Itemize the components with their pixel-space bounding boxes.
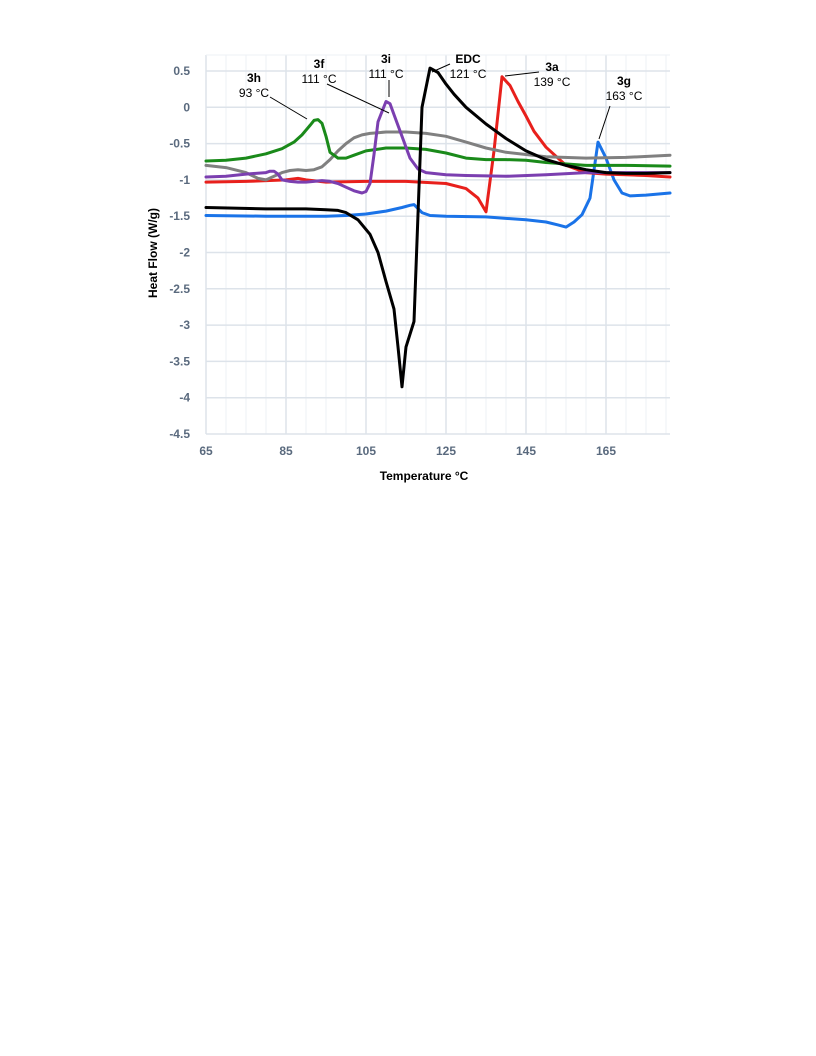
annotation-temp-3f: 111 °C: [301, 72, 336, 86]
y-tick-label: -1: [179, 173, 190, 187]
y-tick-label: -4: [179, 391, 190, 405]
annotation-temp-edc: 121 °C: [450, 67, 487, 81]
y-tick-label: 0: [183, 100, 190, 114]
annotation-name-edc: EDC: [455, 52, 481, 66]
x-tick-label: 125: [436, 444, 456, 458]
y-tick-label: -2: [179, 246, 190, 260]
y-axis-ticks: 0.5 0 -0.5 -1 -1.5 -2 -2.5 -3 -3.5 -4 -4.5: [169, 64, 190, 441]
annotation-temp-3h: 93 °C: [239, 86, 269, 100]
x-tick-label: 165: [596, 444, 616, 458]
y-tick-label: -0.5: [169, 137, 190, 151]
annotation-name-3h: 3h: [247, 71, 261, 85]
annotation-leader-3g: [598, 105, 611, 140]
y-axis-title: Heat Flow (W/g): [146, 208, 160, 298]
annotation-leader-3a: [504, 71, 540, 77]
y-tick-label: -3: [179, 318, 190, 332]
y-tick-label: -2.5: [169, 282, 190, 296]
x-tick-label: 85: [279, 444, 293, 458]
annotation-leader-edc: [431, 63, 451, 73]
annotation-leader-3f: [326, 83, 390, 114]
annotation-temp-3a: 139 °C: [534, 75, 571, 89]
series-line-3g: [204, 140, 672, 229]
x-tick-label: 65: [199, 444, 213, 458]
series-line-3i: [204, 100, 672, 195]
series-line-3h: [204, 118, 672, 168]
y-tick-label: -4.5: [169, 427, 190, 441]
annotation-name-3i: 3i: [381, 52, 391, 66]
series-line-3f: [204, 130, 672, 182]
annotation-temp-3i: 111 °C: [368, 67, 403, 81]
x-tick-label: 145: [516, 444, 536, 458]
series-group: [204, 66, 672, 389]
annotation-leader-3h: [269, 96, 308, 120]
annotation-name-3a: 3a: [545, 60, 559, 74]
series-line-edc: [204, 66, 672, 389]
y-tick-label: -3.5: [169, 354, 190, 368]
annotation-temp-3g: 163 °C: [606, 89, 643, 103]
x-axis-ticks: 65 85 105 125 145 165: [199, 444, 616, 458]
annotation-name-3g: 3g: [617, 74, 631, 88]
x-axis-title: Temperature °C: [380, 469, 469, 483]
y-tick-label: -1.5: [169, 209, 190, 223]
grid: [205, 54, 670, 435]
x-tick-label: 105: [356, 444, 376, 458]
annotation-name-3f: 3f: [314, 57, 326, 71]
y-tick-label: 0.5: [173, 64, 190, 78]
